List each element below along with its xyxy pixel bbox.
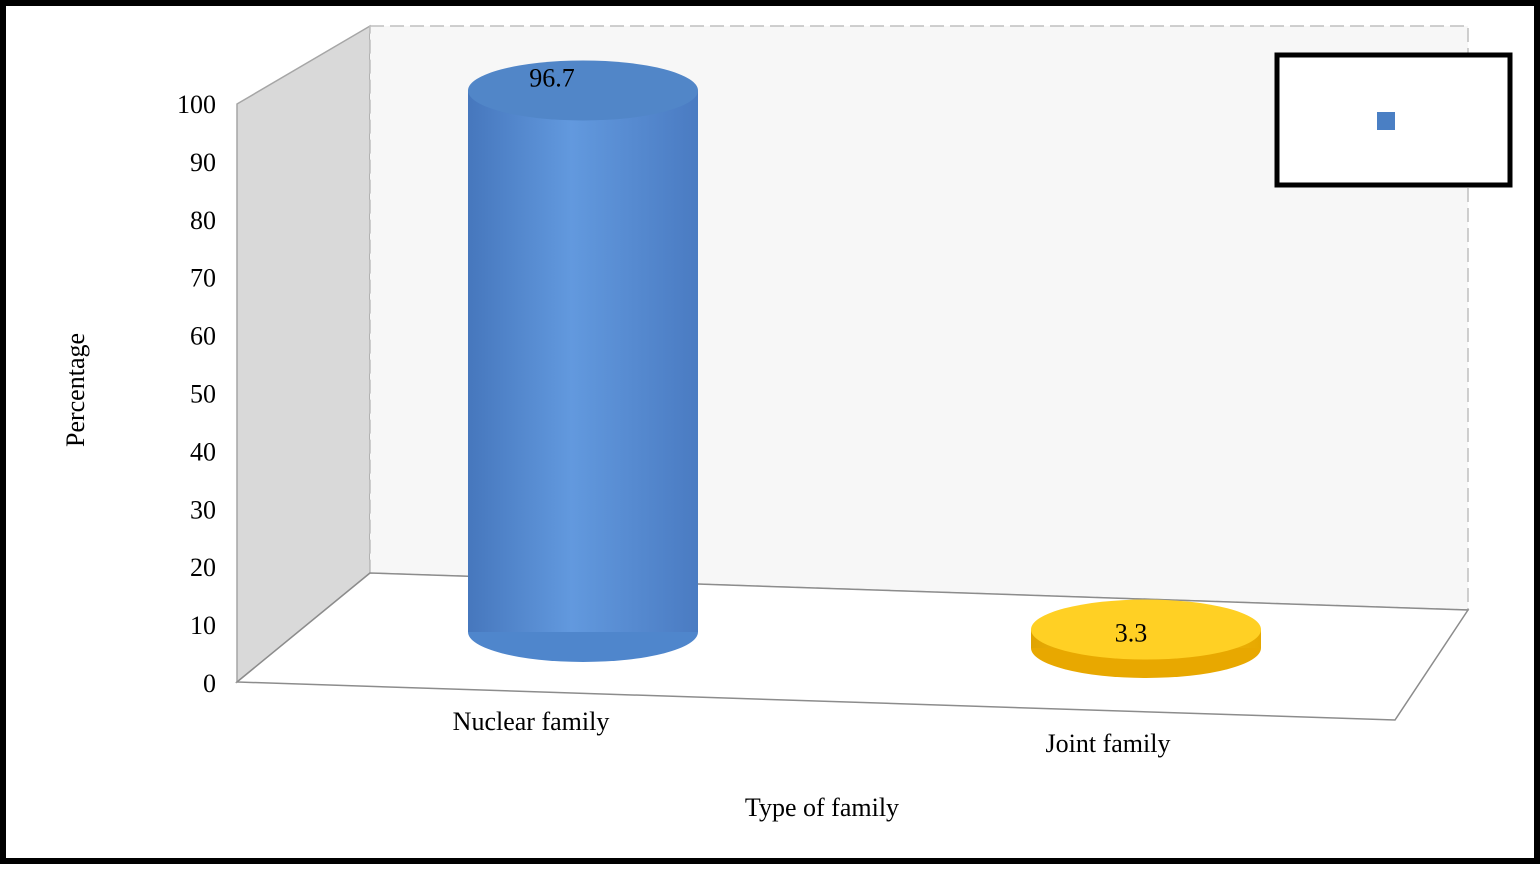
data-label: 96.7 bbox=[529, 63, 575, 92]
y-tick-label: 0 bbox=[203, 669, 216, 698]
legend-swatch bbox=[1377, 112, 1395, 130]
y-tick-label: 40 bbox=[190, 437, 216, 466]
x-tick-label: Joint family bbox=[1046, 729, 1171, 758]
y-tick-label: 30 bbox=[190, 495, 216, 524]
bar-0: 96.7 bbox=[468, 60, 698, 662]
side-wall bbox=[236, 24, 371, 684]
y-tick-label: 10 bbox=[190, 611, 216, 640]
y-tick-label: 70 bbox=[190, 264, 216, 293]
y-tick-label: 20 bbox=[190, 553, 216, 582]
y-tick-label: 80 bbox=[190, 206, 216, 235]
y-axis-title: Percentage bbox=[61, 333, 90, 447]
data-label: 3.3 bbox=[1115, 619, 1148, 648]
bar-top bbox=[1031, 599, 1261, 660]
bar-1: 3.3 bbox=[1031, 599, 1261, 678]
y-tick-label: 60 bbox=[190, 322, 216, 351]
y-tick-label: 50 bbox=[190, 380, 216, 409]
x-tick-label: Nuclear family bbox=[453, 707, 610, 736]
y-axis-ticks: 0 10 20 30 40 50 60 70 80 90 100 bbox=[177, 90, 216, 698]
bars: 96.7 3.3 bbox=[468, 60, 1261, 678]
category-labels: Nuclear family Joint family bbox=[453, 707, 1171, 758]
bar-body bbox=[468, 90, 698, 633]
bar-top bbox=[468, 60, 698, 121]
y-tick-label: 90 bbox=[190, 148, 216, 177]
x-axis-title: Type of family bbox=[745, 793, 899, 822]
y-tick-label: 100 bbox=[177, 90, 216, 119]
